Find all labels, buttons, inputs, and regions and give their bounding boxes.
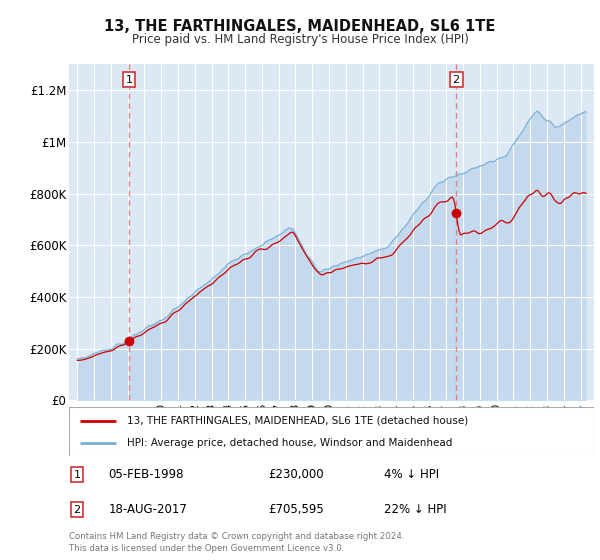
Text: 4% ↓ HPI: 4% ↓ HPI [384, 468, 439, 481]
Text: Contains HM Land Registry data © Crown copyright and database right 2024.: Contains HM Land Registry data © Crown c… [69, 532, 404, 541]
Text: HPI: Average price, detached house, Windsor and Maidenhead: HPI: Average price, detached house, Wind… [127, 437, 452, 447]
FancyBboxPatch shape [69, 407, 594, 456]
Text: This data is licensed under the Open Government Licence v3.0.: This data is licensed under the Open Gov… [69, 544, 344, 553]
Text: 2: 2 [452, 74, 460, 85]
Text: 22% ↓ HPI: 22% ↓ HPI [384, 503, 446, 516]
Text: Price paid vs. HM Land Registry's House Price Index (HPI): Price paid vs. HM Land Registry's House … [131, 32, 469, 46]
Text: 13, THE FARTHINGALES, MAIDENHEAD, SL6 1TE: 13, THE FARTHINGALES, MAIDENHEAD, SL6 1T… [104, 19, 496, 34]
Text: 2: 2 [73, 505, 80, 515]
Text: 1: 1 [73, 470, 80, 480]
Text: 05-FEB-1998: 05-FEB-1998 [109, 468, 184, 481]
Text: 18-AUG-2017: 18-AUG-2017 [109, 503, 187, 516]
Text: £230,000: £230,000 [269, 468, 324, 481]
Text: 13, THE FARTHINGALES, MAIDENHEAD, SL6 1TE (detached house): 13, THE FARTHINGALES, MAIDENHEAD, SL6 1T… [127, 416, 468, 426]
Text: 1: 1 [125, 74, 133, 85]
Text: £705,595: £705,595 [269, 503, 324, 516]
